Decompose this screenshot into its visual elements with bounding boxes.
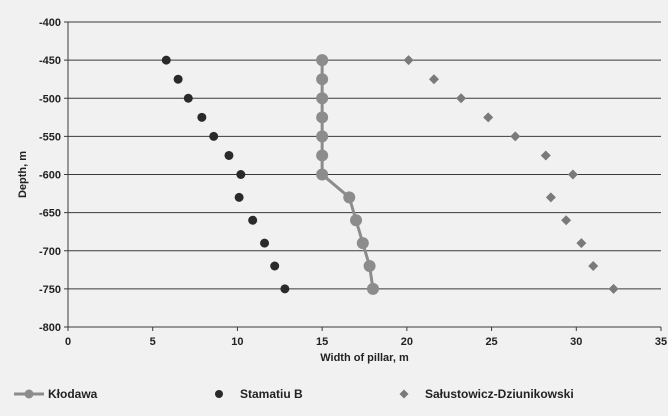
series-0: [316, 54, 379, 295]
data-point: [588, 261, 599, 271]
data-point: [356, 237, 369, 250]
y-tick-label: -650: [39, 208, 61, 220]
legend-label: Sałustowicz-Dziunikowski: [425, 387, 574, 401]
data-point: [510, 131, 521, 142]
data-point: [456, 93, 467, 104]
x-tick-label: 5: [150, 336, 156, 348]
data-point: [343, 191, 356, 204]
data-point: [403, 55, 414, 66]
data-point: [316, 168, 329, 181]
y-tick-label: -400: [39, 17, 61, 29]
data-point: [483, 112, 494, 123]
x-tick-label: 15: [316, 336, 328, 348]
data-point: [236, 170, 246, 179]
legend-item: Stamatiu B: [215, 387, 303, 401]
data-point: [350, 214, 363, 227]
data-point: [316, 73, 329, 86]
data-point: [248, 215, 258, 225]
legend-label: Kłodawa: [48, 387, 98, 401]
data-point: [576, 238, 587, 249]
legend-marker: [399, 389, 409, 399]
series-2: [403, 55, 619, 294]
data-point: [280, 284, 290, 294]
y-tick-label: -500: [39, 93, 61, 105]
y-tick-label: -600: [39, 170, 61, 182]
legend-item: Sałustowicz-Dziunikowski: [399, 387, 574, 401]
data-point: [608, 283, 619, 294]
data-point: [316, 92, 329, 105]
data-point: [316, 130, 329, 143]
data-point: [183, 93, 193, 103]
data-point: [173, 74, 183, 84]
data-point: [197, 112, 207, 122]
data-point: [224, 150, 234, 160]
y-tick-label: -450: [39, 55, 61, 67]
y-tick-label: -750: [39, 284, 61, 296]
data-point: [366, 282, 379, 295]
y-tick-label: -800: [39, 322, 61, 334]
data-point: [545, 192, 556, 203]
y-tick-label: -700: [39, 246, 61, 258]
data-point: [363, 260, 376, 272]
data-point: [209, 131, 219, 141]
x-tick-label: 10: [231, 336, 243, 348]
series-layer: [161, 54, 619, 295]
x-tick-label: 25: [485, 336, 497, 348]
data-point: [161, 55, 171, 65]
legend-item: Kłodawa: [14, 387, 98, 401]
legend-marker: [215, 390, 223, 398]
x-tick-label: 0: [65, 336, 71, 348]
data-point: [428, 74, 439, 85]
data-point: [316, 149, 329, 162]
x-tick-label: 35: [655, 336, 667, 348]
y-axis-title: Depth, m: [17, 151, 29, 198]
y-tick-label: -550: [39, 131, 61, 143]
data-point: [316, 111, 329, 124]
data-point: [260, 238, 270, 248]
data-point: [316, 54, 329, 67]
legend-label: Stamatiu B: [240, 387, 303, 401]
x-tick-label: 30: [570, 336, 582, 348]
axes: -400 -450 -500 -550 -600 -650 -700 -750 -800 0 5 10…: [39, 17, 667, 348]
data-point: [567, 169, 578, 180]
series-1: [161, 55, 290, 294]
x-tick-label: 20: [401, 336, 413, 348]
legend-marker: [24, 389, 34, 399]
x-axis-title: Width of pillar, m: [320, 352, 409, 364]
data-point: [561, 215, 572, 226]
data-point: [234, 192, 244, 202]
data-point: [540, 150, 551, 161]
legend: Kłodawa Stamatiu B Sałustowicz-Dziunikowsk…: [14, 387, 574, 401]
data-point: [270, 261, 280, 271]
